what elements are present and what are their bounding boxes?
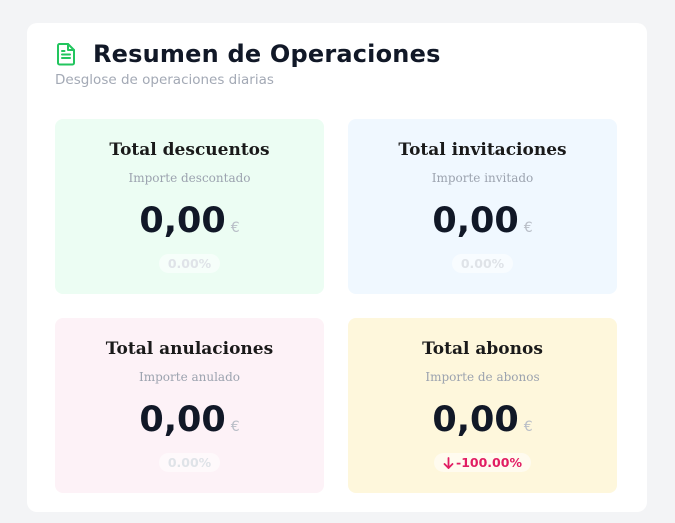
panel-header: Resumen de Operaciones Desglose de opera… [55, 40, 441, 88]
card-title: Total invitaciones [398, 140, 567, 160]
card-subtitle: Importe anulado [138, 370, 240, 384]
card-total-descuentos: Total descuentos Importe descontado 0,00… [55, 119, 324, 294]
title-row: Resumen de Operaciones [55, 40, 441, 68]
badge-wrap: 0.00% [55, 254, 324, 273]
operations-summary-panel: Resumen de Operaciones Desglose de opera… [27, 23, 647, 512]
page-title: Resumen de Operaciones [93, 40, 441, 68]
card-total-abonos: Total abonos Importe de abonos 0,00 € -1… [348, 318, 617, 493]
card-subtitle: Importe descontado [128, 171, 251, 185]
card-title: Total anulaciones [105, 339, 274, 359]
card-amount: 0,00 [139, 400, 226, 440]
page-subtitle: Desglose de operaciones diarias [55, 72, 274, 88]
card-title: Total abonos [422, 339, 543, 359]
card-total-anulaciones: Total anulaciones Importe anulado 0,00 €… [55, 318, 324, 493]
currency-symbol: € [523, 419, 533, 435]
amount-row: 0,00 € [55, 201, 324, 241]
currency-symbol: € [523, 220, 533, 236]
currency-symbol: € [230, 419, 240, 435]
card-total-invitaciones: Total invitaciones Importe invitado 0,00… [348, 119, 617, 294]
card-title: Total descuentos [109, 140, 270, 160]
badge-wrap: -100.00% [348, 453, 617, 472]
change-badge: 0.00% [158, 453, 221, 472]
amount-row: 0,00 € [348, 201, 617, 241]
card-subtitle: Importe invitado [431, 171, 534, 185]
badge-wrap: 0.00% [348, 254, 617, 273]
document-icon [55, 42, 77, 66]
card-amount: 0,00 [432, 400, 519, 440]
change-badge: 0.00% [158, 254, 221, 273]
card-amount: 0,00 [139, 201, 226, 241]
amount-row: 0,00 € [348, 400, 617, 440]
card-subtitle: Importe de abonos [425, 370, 540, 384]
change-value: -100.00% [456, 455, 522, 470]
change-badge: 0.00% [451, 254, 514, 273]
change-badge-negative: -100.00% [434, 453, 531, 472]
arrow-down-icon [443, 456, 454, 469]
currency-symbol: € [230, 220, 240, 236]
card-amount: 0,00 [432, 201, 519, 241]
amount-row: 0,00 € [55, 400, 324, 440]
badge-wrap: 0.00% [55, 453, 324, 472]
